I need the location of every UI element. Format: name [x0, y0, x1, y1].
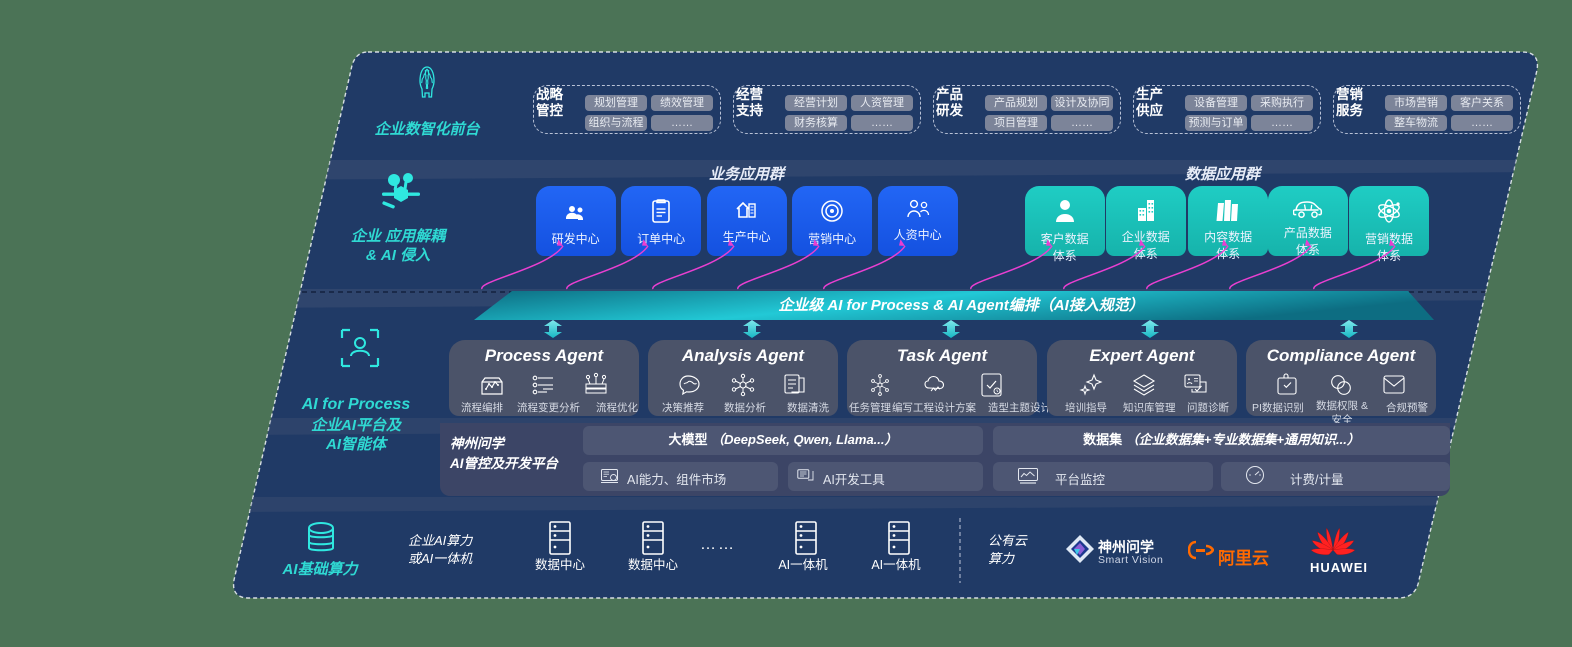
- svg-text:企业级 AI for Process & AI Agent编: 企业级 AI for Process & AI Agent编排（AI接入规范）: [778, 296, 1144, 314]
